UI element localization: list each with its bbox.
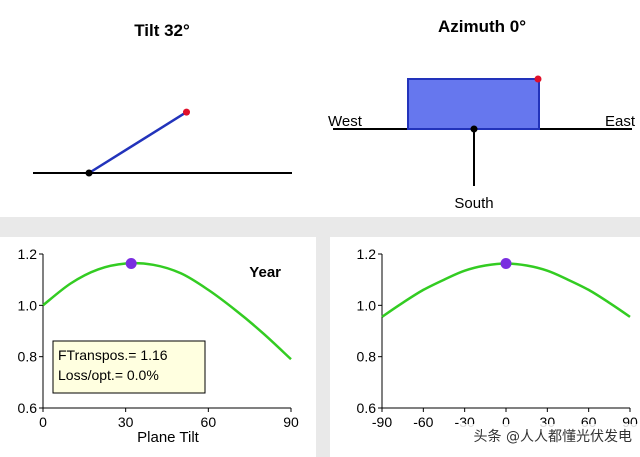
- tilt-chart-x-tick-label: 90: [283, 414, 299, 430]
- tilt-chart-y-tick-label: 1.0: [18, 297, 38, 313]
- azimuth-chart-axes: [378, 253, 631, 412]
- tilt-title: Tilt 32°: [134, 21, 190, 40]
- azimuth-handle[interactable]: [534, 75, 542, 83]
- azimuth-chart: 0.60.81.01.2-90 -60 -30 0 30 60 90: [357, 246, 638, 430]
- panel-divider: [0, 217, 640, 237]
- tilt-handle[interactable]: [183, 108, 190, 116]
- watermark-text: 头条 @人人都懂光伏发电: [474, 428, 632, 445]
- year-label: Year: [249, 264, 281, 281]
- tilt-chart-curve: [42, 261, 292, 361]
- azimuth-title: Azimuth 0°: [438, 17, 526, 36]
- tilt-chart-x-tick-label: 60: [201, 414, 217, 430]
- azimuth-chart-x-tick-label: -90: [372, 414, 392, 430]
- tilt-chart-optimum-marker[interactable]: [125, 257, 137, 269]
- tilt-chart-x-tick-label: 30: [118, 414, 134, 430]
- tilt-chart: 0.6 0.8 1.0 1.2 0 30 60 90 Year Plane Tilt FTra…: [18, 246, 299, 446]
- azimuth-chart-y-tick-label: 1.2: [357, 246, 377, 262]
- azimuth-chart-y-tick-label: 0.6: [357, 400, 377, 416]
- info-box-frame: [52, 340, 206, 394]
- azimuth-chart-y-tick-label: 0.8: [357, 349, 377, 365]
- west-label: West: [328, 113, 363, 130]
- info-loss: Loss/opt.= 0.0%: [58, 367, 159, 383]
- azimuth-chart-curve: [381, 262, 631, 318]
- tilt-chart-x-tick-label: 0: [39, 414, 47, 430]
- azimuth-chart-y-tick-label: 1.0: [357, 297, 377, 313]
- azimuth-panel: Azimuth 0° West East South: [328, 17, 636, 212]
- chart-gutter: [316, 237, 330, 457]
- azimuth-center-dot: [470, 125, 478, 133]
- tilted-plane-line: [88, 111, 188, 175]
- tilt-pivot-dot: [85, 169, 93, 177]
- tilt-chart-axes: [39, 253, 292, 412]
- azimuth-chart-tick-labels: 0.60.81.01.2-90 -60 -30 0 30 60 90: [357, 246, 638, 430]
- azimuth-chart-optimum-marker[interactable]: [500, 257, 512, 269]
- tilt-chart-y-tick-label: 1.2: [18, 246, 38, 262]
- info-ftranspos: FTranspos.= 1.16: [58, 347, 168, 363]
- tilt-panel: Tilt 32°: [33, 21, 292, 177]
- azimuth-chart-x-tick-label: -60: [413, 414, 433, 430]
- watermark-bg: [440, 424, 638, 446]
- south-label: South: [454, 195, 493, 212]
- tilt-chart-tick-labels: 0.6 0.8 1.0 1.2 0 30 60 90: [18, 246, 299, 430]
- tilt-chart-y-tick-label: 0.8: [18, 349, 38, 365]
- azimuth-chart-x-tick-label: 0: [502, 414, 510, 430]
- tilt-chart-y-tick-label: 0.6: [18, 400, 38, 416]
- info-box: FTranspos.= 1.16 Loss/opt.= 0.0%: [52, 340, 206, 394]
- east-label: East: [605, 113, 636, 130]
- tilt-chart-xlabel: Plane Tilt: [137, 429, 200, 446]
- plane-top-view: [407, 78, 540, 130]
